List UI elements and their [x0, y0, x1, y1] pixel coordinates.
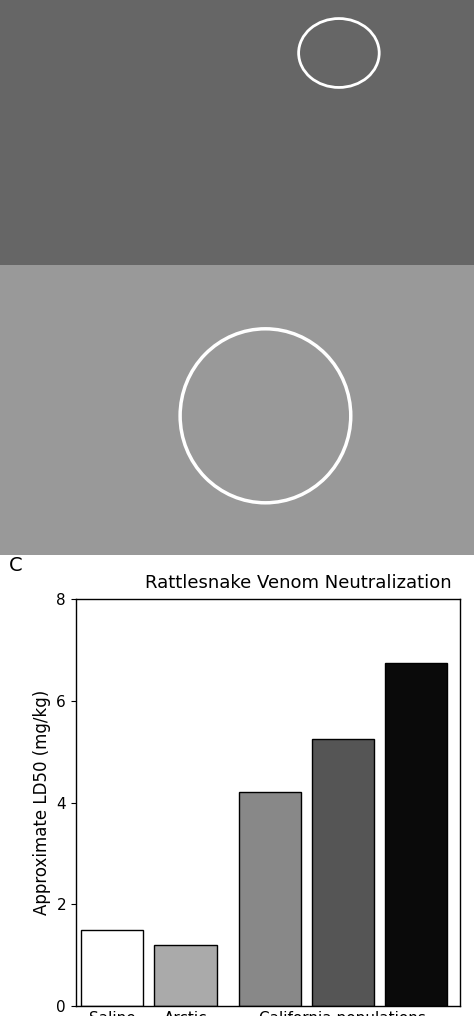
Bar: [82, 930, 144, 1006]
Text: C: C: [9, 556, 22, 575]
Bar: [312, 739, 374, 1006]
Bar: [238, 792, 301, 1006]
Y-axis label: Approximate LD50 (mg/kg): Approximate LD50 (mg/kg): [33, 690, 51, 915]
Bar: [385, 662, 447, 1006]
Title: Rattlesnake Venom Neutralization: Rattlesnake Venom Neutralization: [145, 574, 452, 592]
Bar: [155, 945, 217, 1006]
